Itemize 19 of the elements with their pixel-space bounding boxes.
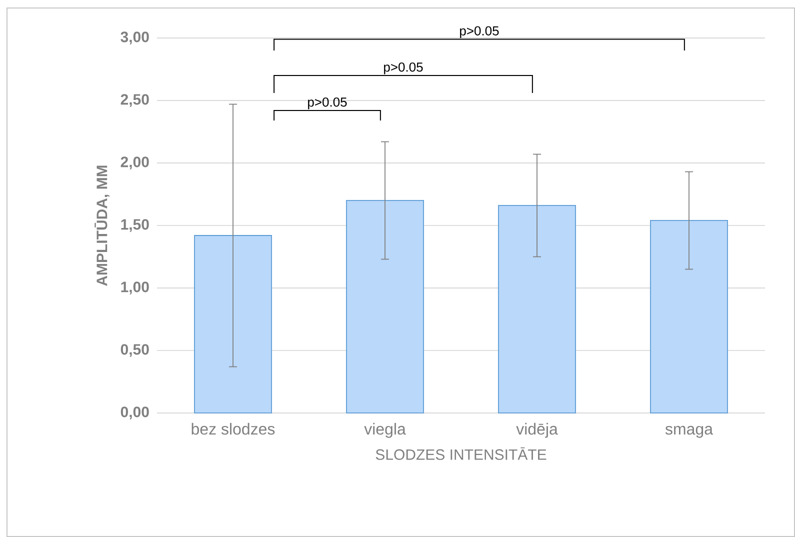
x-tick-label: vidēja (516, 422, 558, 438)
x-tick-label: viegla (364, 422, 406, 438)
annotation: p>0.05 (460, 26, 499, 38)
x-axis-title: SLODZES INTENSITĀTE (376, 447, 546, 460)
x-tick-label: bez slodzes (192, 422, 275, 435)
y-tick-label: 2,50 (120, 94, 149, 107)
annotation: p>0.05 (308, 98, 347, 110)
bar (650, 220, 728, 414)
y-tick-label: 0,00 (120, 406, 149, 420)
x-tick-label: smaga (665, 426, 713, 438)
bar (498, 205, 576, 414)
y-tick-label: 1,50 (121, 219, 149, 232)
y-tick-label: 0,50 (120, 344, 149, 357)
y-tick-label: 3,00 (120, 32, 149, 44)
annotation: p>0.05 (384, 62, 423, 74)
bar (346, 200, 424, 414)
y-tick-label: 1,00 (121, 282, 149, 294)
y-tick-label: 2,00 (120, 156, 149, 170)
y-axis-title: AMPLITŪDA, MM (94, 166, 110, 286)
